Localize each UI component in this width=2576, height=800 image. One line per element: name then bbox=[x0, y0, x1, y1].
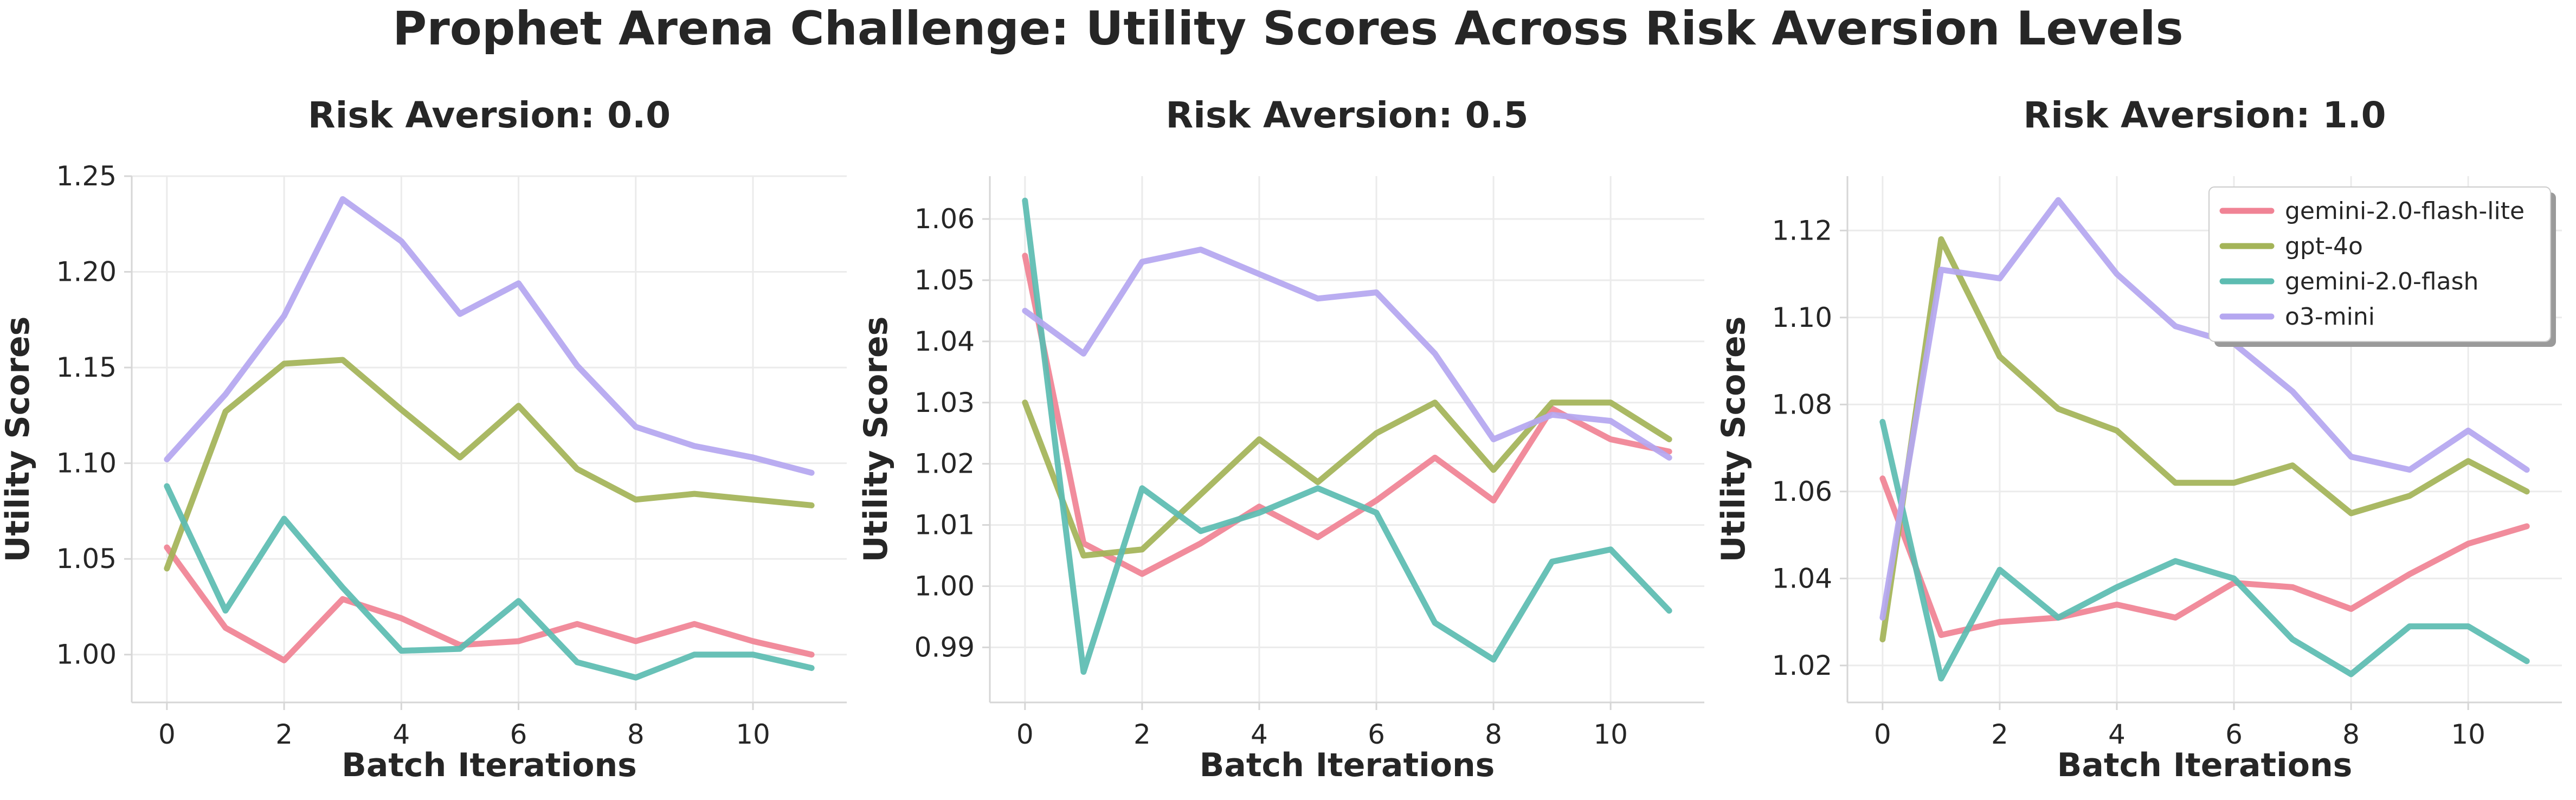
y-tick-label: 1.00 bbox=[56, 639, 117, 670]
panel-title: Risk Aversion: 0.5 bbox=[1165, 94, 1528, 136]
chart-panel-3: 0 2 4 6 8 10 1.02 1.04 1.06 1.08 1.10 1.12 Risk Aver… bbox=[1715, 94, 2562, 784]
x-tick-label: 10 bbox=[2451, 719, 2485, 750]
legend-label-gemini-2-0-flash: gemini-2.0-flash bbox=[2285, 268, 2478, 295]
x-tick-label: 4 bbox=[392, 719, 410, 750]
y-tick-label: 1.01 bbox=[915, 509, 975, 541]
x-tick-label: 6 bbox=[2225, 719, 2243, 750]
legend-label-gpt-4o: gpt-4o bbox=[2285, 233, 2363, 260]
y-axis-label: Utility Scores bbox=[857, 317, 895, 563]
y-tick-label: 1.06 bbox=[915, 203, 975, 235]
y-tick-label: 1.05 bbox=[56, 543, 117, 575]
series-line-gemini-2-0-flash bbox=[1879, 418, 2530, 682]
y-tick-label: 1.04 bbox=[1772, 563, 1832, 594]
legend-label-gemini-2-0-flash-lite: gemini-2.0-flash-lite bbox=[2285, 197, 2525, 225]
x-tick-label: 8 bbox=[2342, 719, 2360, 750]
series-line-gemini-2-0-flash-lite bbox=[1879, 475, 2530, 638]
series-line-gemini-2-0-flash bbox=[1022, 197, 1672, 675]
chart-panel-1: 0 2 4 6 8 10 1.00 1.05 1.10 1.15 1.20 1.25 Risk Aver… bbox=[0, 94, 847, 784]
y-tick-label: 1.05 bbox=[915, 264, 975, 296]
series-line-gpt-4o bbox=[164, 357, 815, 572]
x-tick-label: 2 bbox=[1134, 719, 1151, 750]
x-tick-label: 0 bbox=[1874, 719, 1891, 750]
legend-box bbox=[2208, 186, 2551, 342]
y-tick-label: 1.10 bbox=[56, 448, 117, 479]
x-tick-label: 4 bbox=[2108, 719, 2126, 750]
y-tick-label: 1.08 bbox=[1772, 389, 1832, 420]
x-tick-label: 0 bbox=[1016, 719, 1034, 750]
series-line-gemini-2-0-flash-lite bbox=[164, 544, 815, 663]
x-tick-label: 8 bbox=[627, 719, 645, 750]
y-tick-label: 1.02 bbox=[915, 448, 975, 480]
y-tick-label: 1.10 bbox=[1772, 302, 1832, 333]
x-axis-label: Batch Iterations bbox=[342, 746, 637, 784]
x-tick-label: 2 bbox=[275, 719, 293, 750]
series-line-o3-mini bbox=[164, 196, 815, 476]
legend-label-o3-mini: o3-mini bbox=[2285, 303, 2375, 331]
y-tick-label: 1.20 bbox=[56, 256, 117, 288]
x-tick-label: 8 bbox=[1485, 719, 1502, 750]
x-axis-label: Batch Iterations bbox=[2057, 746, 2353, 784]
x-tick-label: 6 bbox=[510, 719, 527, 750]
y-tick-label: 1.00 bbox=[915, 570, 975, 602]
y-tick-label: 1.06 bbox=[1772, 476, 1832, 507]
figure-title: Prophet Arena Challenge: Utility Scores … bbox=[392, 2, 2183, 56]
y-tick-label: 1.15 bbox=[56, 352, 117, 383]
x-tick-label: 10 bbox=[1593, 719, 1628, 750]
y-tick-label: 1.03 bbox=[915, 387, 975, 418]
chart-panel-2: 0 2 4 6 8 10 0.99 1.00 1.01 1.02 1.03 1.04 1.05 1.06 R… bbox=[857, 94, 1704, 784]
y-axis-label: Utility Scores bbox=[1715, 317, 1753, 563]
x-tick-label: 6 bbox=[1368, 719, 1385, 750]
x-tick-label: 2 bbox=[1991, 719, 2008, 750]
series-line-o3-mini bbox=[1022, 246, 1672, 461]
y-axis-label: Utility Scores bbox=[0, 317, 37, 563]
y-tick-label: 1.12 bbox=[1772, 215, 1832, 246]
x-tick-label: 4 bbox=[1251, 719, 1268, 750]
chart-panels: 0 2 4 6 8 10 1.00 1.05 1.10 1.15 1.20 1.25 Risk Aver… bbox=[0, 94, 2562, 784]
legend: gemini-2.0-flash-lite gpt-4o gemini-2.0-fl… bbox=[2208, 186, 2556, 347]
series-line-gpt-4o bbox=[1879, 236, 2530, 643]
x-axis-label: Batch Iterations bbox=[1200, 746, 1495, 784]
series-line-gemini-2-0-flash bbox=[164, 483, 815, 681]
y-tick-label: 1.25 bbox=[56, 160, 117, 192]
y-tick-label: 1.04 bbox=[915, 326, 975, 357]
panel-title: Risk Aversion: 0.0 bbox=[308, 94, 671, 136]
series-line-o3-mini bbox=[1879, 197, 2530, 621]
series-line-gpt-4o bbox=[1022, 399, 1672, 559]
x-tick-label: 0 bbox=[158, 719, 176, 750]
x-tick-label: 10 bbox=[736, 719, 770, 750]
panel-title: Risk Aversion: 1.0 bbox=[2023, 94, 2386, 136]
y-tick-label: 1.02 bbox=[1772, 650, 1832, 681]
y-tick-label: 0.99 bbox=[915, 631, 975, 663]
